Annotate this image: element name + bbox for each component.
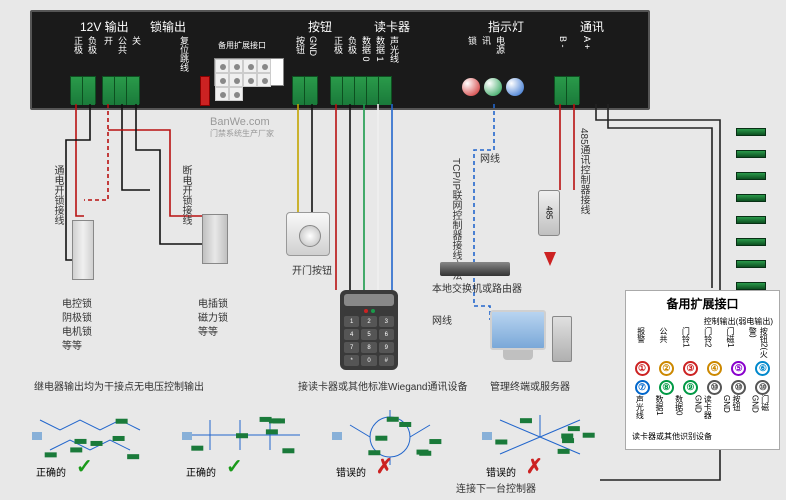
- pc-stand: [503, 350, 533, 360]
- status-led: [484, 78, 502, 96]
- pin-label: B -: [558, 36, 568, 48]
- section-lock: 锁输出: [150, 18, 186, 35]
- electric-lock: [72, 220, 94, 280]
- network-switch: [440, 262, 510, 276]
- pin-label: 关: [130, 36, 143, 45]
- pin-label: 正极: [72, 36, 85, 54]
- pin-label: 开: [102, 36, 115, 45]
- section-button: 按钮: [308, 18, 332, 35]
- terminal-block: [102, 76, 140, 104]
- pin-label: 正极: [332, 36, 345, 54]
- pin-label: 声光线: [388, 36, 401, 63]
- topology-wrong-1: 错误的 ✗: [330, 410, 460, 465]
- reader-label: 接读卡器或其他标准Wiegand通讯设备: [298, 378, 467, 393]
- pin-label: 讯: [480, 36, 493, 45]
- label-cut-unlock: 断电开锁接线: [178, 165, 193, 225]
- pin-label: 负极: [86, 36, 99, 54]
- pc-tower: [552, 316, 572, 362]
- rs485-note: 485通讯控制器接线: [576, 128, 591, 215]
- expansion-block: [214, 58, 284, 86]
- lock-list-1: 电控锁 阴极锁 电机锁 等等: [62, 298, 92, 354]
- section-reader: 读卡器: [374, 18, 410, 35]
- watermark1: BanWe.com: [210, 116, 270, 128]
- arrow-icon: [544, 252, 556, 266]
- net-label2: 网线: [432, 312, 452, 327]
- reset-jumper: [200, 76, 210, 106]
- section-power: 12V 输出: [80, 18, 129, 35]
- pin-label: 负极: [346, 36, 359, 54]
- label-power-unlock: 通电开锁接线: [50, 165, 65, 225]
- pin-label: 按钮: [294, 36, 307, 54]
- pin-label: 数据 0: [360, 36, 373, 62]
- terminal-block: [554, 76, 580, 104]
- legend-panel: 备用扩展接口 控制输出(弱电输出) 报警公共门铃1门铃2门磁1按钮2(火警) ①…: [625, 290, 780, 450]
- net-label: 网线: [480, 150, 500, 165]
- switch-label: 本地交换机或路由器: [432, 280, 522, 295]
- topology-correct-2: 正确的 ✓: [180, 410, 310, 465]
- door-button: [286, 212, 330, 256]
- lock-list-2: 电插锁 磁力锁 等等: [198, 298, 228, 340]
- status-led: [506, 78, 524, 96]
- pin-label: 复位跳线: [178, 36, 191, 72]
- keypad-reader: 123 456 789 *0#: [340, 290, 398, 370]
- relay-note: 继电器输出均为干接点无电压控制输出: [34, 378, 204, 393]
- topology-correct-1: 正确的 ✓: [30, 410, 160, 465]
- terminal-block: [292, 76, 318, 104]
- pc-monitor: [490, 310, 546, 350]
- section-comm: 通讯: [580, 18, 604, 35]
- mag-lock: [202, 214, 228, 264]
- pin-label: 数据 1: [374, 36, 387, 62]
- section-led: 指示灯: [488, 18, 524, 35]
- rs485-converter: 485: [538, 190, 560, 236]
- pin-label: 公共: [116, 36, 129, 54]
- legend-title: 备用扩展接口: [626, 291, 779, 316]
- footer: 连接下一台控制器: [456, 480, 536, 495]
- pin-label: 锁: [466, 36, 479, 45]
- pc-label: 管理终端或服务器: [490, 378, 570, 393]
- btn-label: 开门按钮: [292, 262, 332, 277]
- pin-label: 电源: [494, 36, 507, 54]
- topology-wrong-2: 错误的 ✗: [480, 410, 610, 465]
- terminal-block: [330, 76, 392, 104]
- terminal-block: [70, 76, 96, 104]
- status-led: [462, 78, 480, 96]
- watermark2: 门禁系统生产厂家: [210, 128, 274, 139]
- pin-label: GND: [308, 36, 318, 56]
- exp-header: 备用扩展接口: [218, 40, 266, 51]
- pin-label: A +: [582, 36, 592, 49]
- side-nodes: [736, 128, 766, 290]
